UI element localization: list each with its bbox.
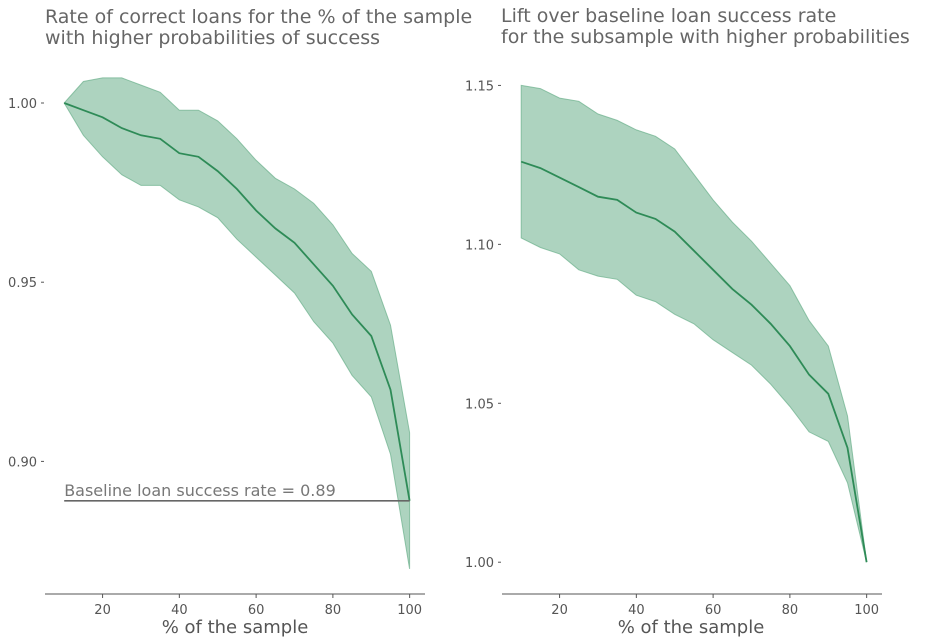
data-point	[294, 242, 295, 243]
y-ticks: 0.90 0.95 1.00	[8, 97, 44, 470]
x-axis-label: % of the sample	[618, 617, 765, 638]
data-point	[352, 314, 353, 315]
chart-correct-loan-rate: Rate of correct loans for the % of the s…	[8, 6, 472, 638]
x-tick-label: 80	[325, 603, 342, 618]
data-point	[332, 285, 333, 286]
y-tick-label: 0.95	[8, 276, 37, 291]
data-point	[578, 187, 579, 188]
data-point	[521, 161, 522, 162]
confidence-band-group	[520, 84, 868, 563]
x-tick-label: 20	[94, 603, 111, 618]
y-tick-label: 1.00	[465, 556, 494, 571]
data-point	[597, 196, 598, 197]
data-point	[275, 228, 276, 229]
data-point	[198, 156, 199, 157]
data-point	[371, 335, 372, 336]
series-line	[63, 102, 411, 501]
data-point	[160, 138, 161, 139]
x-axis-label: % of the sample	[162, 617, 309, 638]
data-point	[390, 389, 391, 390]
data-point	[847, 447, 848, 448]
data-point	[179, 153, 180, 154]
data-point	[313, 264, 314, 265]
data-point	[559, 177, 560, 178]
x-tick-label: 80	[782, 603, 799, 618]
data-point	[121, 128, 122, 129]
data-point	[713, 269, 714, 270]
data-point	[693, 250, 694, 251]
series-line-group	[63, 102, 411, 501]
x-tick-label: 100	[397, 603, 422, 618]
x-tick-label: 40	[628, 603, 645, 618]
x-ticks: 20 40 60 80 100	[94, 594, 422, 618]
data-point	[83, 110, 84, 111]
data-point	[655, 218, 656, 219]
x-tick-label: 60	[248, 603, 265, 618]
y-ticks: 1.00 1.05 1.10 1.15	[465, 79, 501, 571]
chart-title-line-2: with higher probabilities of success	[45, 27, 380, 49]
data-point	[809, 374, 810, 375]
x-tick-label: 60	[705, 603, 722, 618]
data-point	[866, 562, 867, 563]
data-point	[217, 171, 218, 172]
y-tick-label: 1.15	[465, 79, 494, 94]
data-point	[140, 135, 141, 136]
y-tick-label: 1.05	[465, 397, 494, 412]
chart-title-line-1: Lift over baseline loan success rate	[501, 5, 836, 27]
data-point	[102, 117, 103, 118]
data-point	[540, 168, 541, 169]
x-tick-label: 40	[171, 603, 188, 618]
data-point	[770, 323, 771, 324]
chart-lift-over-baseline: Lift over baseline loan success rate for…	[465, 5, 910, 638]
confidence-band	[520, 84, 868, 563]
y-tick-label: 1.10	[465, 238, 494, 253]
y-tick-label: 0.90	[8, 455, 37, 470]
x-tick-label: 20	[551, 603, 568, 618]
data-point	[617, 199, 618, 200]
data-point	[236, 188, 237, 189]
data-point	[674, 231, 675, 232]
baseline-group: Baseline loan success rate = 0.89	[64, 481, 410, 502]
data-point	[828, 393, 829, 394]
chart-title-line-2: for the subsample with higher probabilit…	[501, 26, 910, 48]
y-tick-label: 1.00	[8, 97, 37, 112]
series-line	[520, 160, 868, 563]
x-tick-label: 100	[854, 603, 879, 618]
x-ticks: 20 40 60 80 100	[551, 594, 879, 618]
chart-title-line-1: Rate of correct loans for the % of the s…	[45, 6, 472, 28]
data-point	[256, 210, 257, 211]
data-point	[751, 304, 752, 305]
data-point	[64, 102, 65, 103]
data-point	[732, 288, 733, 289]
baseline-annotation: Baseline loan success rate = 0.89	[64, 481, 336, 500]
data-point	[789, 346, 790, 347]
data-point	[636, 212, 637, 213]
series-line-group	[520, 160, 868, 563]
